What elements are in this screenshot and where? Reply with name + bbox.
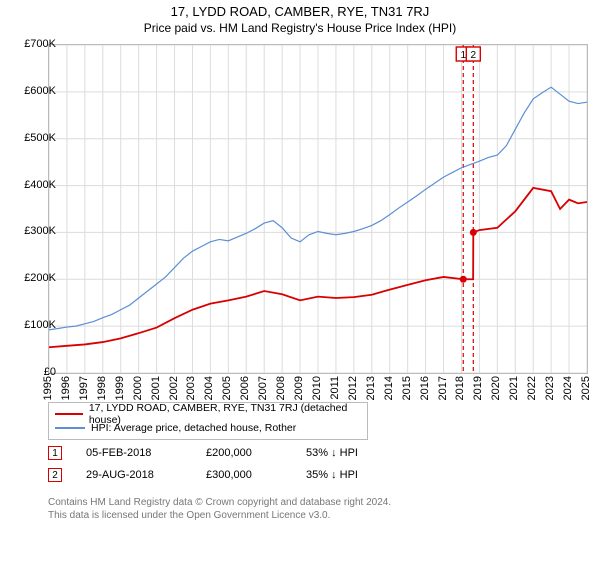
- x-tick-label: 2019: [472, 376, 484, 400]
- x-tick-label: 2018: [454, 376, 466, 400]
- y-tick-label: £700K: [12, 38, 56, 50]
- x-tick-label: 2004: [203, 376, 215, 400]
- sales-row: 1 05-FEB-2018 £200,000 53% ↓ HPI: [48, 442, 406, 464]
- y-tick-label: £300K: [12, 225, 56, 237]
- x-tick-label: 2021: [508, 376, 520, 400]
- sale-price: £200,000: [206, 447, 306, 459]
- chart-plot-area: 12: [48, 44, 588, 374]
- svg-text:2: 2: [471, 50, 477, 61]
- y-tick-label: £100K: [12, 319, 56, 331]
- sales-row: 2 29-AUG-2018 £300,000 35% ↓ HPI: [48, 464, 406, 486]
- svg-text:1: 1: [460, 50, 466, 61]
- x-tick-label: 2006: [239, 376, 251, 400]
- sale-price: £300,000: [206, 469, 306, 481]
- sale-date: 29-AUG-2018: [86, 469, 206, 481]
- sale-marker: 1: [48, 446, 62, 460]
- x-tick-label: 2002: [168, 376, 180, 400]
- x-tick-label: 2023: [544, 376, 556, 400]
- x-tick-label: 1999: [114, 376, 126, 400]
- x-tick-label: 2025: [580, 376, 592, 400]
- x-tick-label: 2014: [383, 376, 395, 400]
- license-line: This data is licensed under the Open Gov…: [48, 510, 330, 521]
- x-tick-label: 2012: [347, 376, 359, 400]
- chart-title: 17, LYDD ROAD, CAMBER, RYE, TN31 7RJ: [0, 4, 600, 19]
- x-tick-label: 2000: [132, 376, 144, 400]
- legend-item: 17, LYDD ROAD, CAMBER, RYE, TN31 7RJ (de…: [55, 407, 361, 421]
- sale-date: 05-FEB-2018: [86, 447, 206, 459]
- x-tick-label: 2009: [293, 376, 305, 400]
- x-tick-label: 2011: [329, 376, 341, 400]
- chart-subtitle: Price paid vs. HM Land Registry's House …: [0, 21, 600, 35]
- sale-marker: 2: [48, 468, 62, 482]
- y-tick-label: £500K: [12, 132, 56, 144]
- x-tick-label: 2005: [221, 376, 233, 400]
- x-tick-label: 1998: [96, 376, 108, 400]
- x-tick-label: 2020: [490, 376, 502, 400]
- license-line: Contains HM Land Registry data © Crown c…: [48, 497, 391, 508]
- legend: 17, LYDD ROAD, CAMBER, RYE, TN31 7RJ (de…: [48, 402, 368, 440]
- x-tick-label: 2003: [185, 376, 197, 400]
- sale-hpi: 53% ↓ HPI: [306, 447, 406, 459]
- x-tick-label: 1997: [78, 376, 90, 400]
- x-tick-label: 2007: [257, 376, 269, 400]
- x-tick-label: 2022: [526, 376, 538, 400]
- y-tick-label: £200K: [12, 272, 56, 284]
- y-tick-label: £600K: [12, 85, 56, 97]
- x-tick-label: 2008: [275, 376, 287, 400]
- legend-label: HPI: Average price, detached house, Roth…: [91, 422, 296, 434]
- x-tick-label: 2017: [437, 376, 449, 400]
- x-tick-label: 2001: [150, 376, 162, 400]
- x-tick-label: 2013: [365, 376, 377, 400]
- x-tick-label: 1996: [60, 376, 72, 400]
- legend-swatch: [55, 413, 83, 415]
- x-tick-label: 2024: [562, 376, 574, 400]
- x-tick-label: 2010: [311, 376, 323, 400]
- x-tick-label: 1995: [42, 376, 54, 400]
- sales-table: 1 05-FEB-2018 £200,000 53% ↓ HPI 2 29-AU…: [48, 442, 406, 486]
- x-tick-label: 2015: [401, 376, 413, 400]
- x-tick-label: 2016: [419, 376, 431, 400]
- sale-hpi: 35% ↓ HPI: [306, 469, 406, 481]
- y-tick-label: £400K: [12, 179, 56, 191]
- chart-svg: 12: [49, 45, 587, 373]
- legend-swatch: [55, 427, 85, 429]
- chart-container: 17, LYDD ROAD, CAMBER, RYE, TN31 7RJ Pri…: [0, 4, 600, 564]
- license-text: Contains HM Land Registry data © Crown c…: [48, 496, 391, 522]
